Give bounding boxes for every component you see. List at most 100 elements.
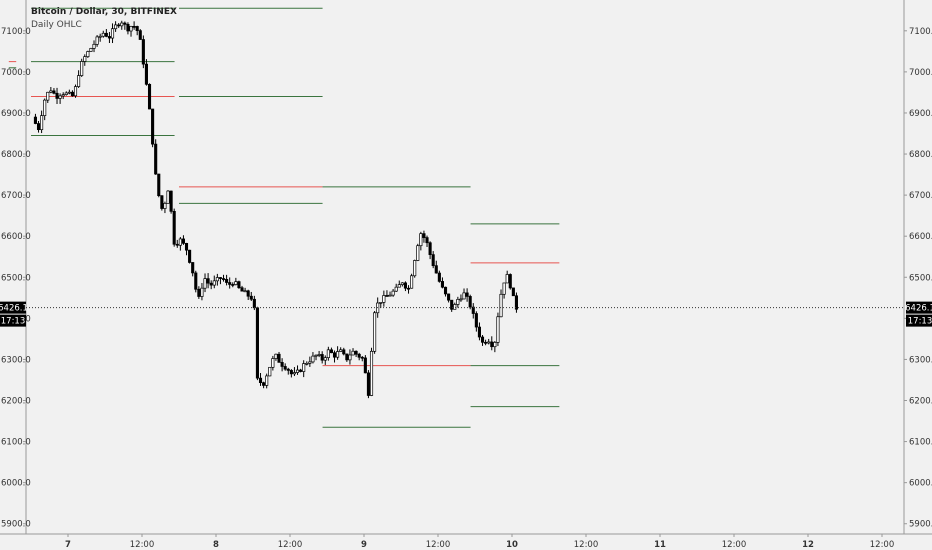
candle-body bbox=[197, 288, 201, 297]
candle-body bbox=[98, 35, 102, 38]
candle-body bbox=[493, 342, 497, 348]
candle-body bbox=[348, 354, 352, 361]
y-tick-label-left: 7100.0 bbox=[1, 27, 31, 37]
y-tick-label-left: 6100.0 bbox=[1, 438, 31, 448]
price-badge-left: 6426.1 bbox=[0, 304, 28, 314]
candle-body bbox=[336, 351, 340, 358]
candle-body bbox=[237, 281, 241, 289]
candle-body bbox=[212, 280, 216, 286]
candle-body bbox=[114, 24, 118, 30]
price-badge-right: 6426.1 bbox=[905, 304, 932, 314]
candle-body bbox=[184, 242, 189, 251]
candle-body bbox=[431, 254, 435, 267]
x-tick-label: 12:00 bbox=[574, 540, 599, 550]
candle-body bbox=[511, 287, 515, 297]
candle-body bbox=[95, 36, 99, 45]
candle-body bbox=[329, 349, 333, 354]
candle-body bbox=[280, 362, 284, 367]
candle-body bbox=[135, 26, 139, 31]
candle-body bbox=[123, 22, 127, 25]
candle-body bbox=[410, 275, 414, 289]
candle-body bbox=[154, 143, 158, 175]
candle-body bbox=[499, 293, 503, 318]
candle-body bbox=[434, 265, 438, 274]
candle-body bbox=[262, 382, 266, 386]
candle-body bbox=[188, 249, 192, 263]
candle-body bbox=[249, 295, 253, 300]
y-tick-label-left: 6600.0 bbox=[1, 232, 31, 242]
candle-body bbox=[83, 56, 87, 62]
candle-body bbox=[416, 245, 420, 261]
candle-body bbox=[326, 349, 330, 358]
candle-body bbox=[422, 233, 426, 238]
candle-body bbox=[453, 304, 457, 310]
y-tick-label-left: 6000.0 bbox=[1, 479, 31, 489]
candle-body bbox=[258, 377, 263, 384]
candle-body bbox=[459, 298, 463, 301]
candle-body bbox=[40, 115, 44, 131]
candle-body bbox=[67, 91, 71, 94]
candle-body bbox=[271, 358, 275, 368]
candle-body bbox=[305, 363, 309, 365]
candle-body bbox=[55, 92, 59, 99]
y-tick-label-left: 6900.0 bbox=[1, 109, 31, 119]
candle-body bbox=[157, 173, 161, 197]
candle-body bbox=[163, 202, 167, 209]
y-tick-label-left: 6200.0 bbox=[1, 397, 31, 407]
candle-body bbox=[505, 274, 509, 284]
candle-body bbox=[496, 316, 500, 343]
candle-body bbox=[80, 61, 84, 76]
candle-body bbox=[89, 48, 93, 52]
time-badge-left: 17:13 bbox=[1, 317, 26, 327]
y-tick-label-right: 6300.0 bbox=[909, 355, 932, 365]
candle-body bbox=[160, 195, 164, 209]
candle-body bbox=[194, 272, 198, 290]
candle-body bbox=[456, 299, 460, 305]
candle-body bbox=[447, 293, 451, 301]
candle-body bbox=[440, 281, 444, 288]
y-tick-label-right: 7000.0 bbox=[909, 68, 932, 78]
candle-body bbox=[357, 353, 361, 358]
candle-body bbox=[508, 274, 512, 289]
candle-body bbox=[332, 352, 337, 358]
candle-body bbox=[354, 350, 358, 355]
y-tick-label-right: 6800.0 bbox=[909, 150, 932, 160]
candle-body bbox=[403, 282, 407, 289]
candle-body bbox=[92, 43, 96, 49]
candle-body bbox=[342, 349, 346, 355]
y-tick-label-right: 6600.0 bbox=[909, 232, 932, 242]
x-tick-label: 10 bbox=[506, 540, 518, 550]
y-tick-label-right: 6000.0 bbox=[909, 479, 932, 489]
candle-body bbox=[295, 369, 300, 373]
candle-body bbox=[61, 94, 65, 97]
candle-body bbox=[289, 370, 293, 375]
candle-body bbox=[178, 238, 182, 246]
y-tick-label-left: 7000.0 bbox=[1, 68, 31, 78]
y-tick-label-right: 7100.0 bbox=[909, 27, 932, 37]
candle-body bbox=[240, 287, 244, 292]
candle-body bbox=[191, 262, 195, 274]
y-tick-label-right: 6700.0 bbox=[909, 191, 932, 201]
candle-body bbox=[221, 278, 226, 280]
candle-body bbox=[487, 341, 491, 344]
candle-body bbox=[274, 353, 278, 359]
candle-body bbox=[175, 243, 179, 246]
candle-body bbox=[366, 372, 370, 396]
y-tick-label-left: 6800.0 bbox=[1, 150, 31, 160]
candle-body bbox=[311, 355, 315, 363]
candle-body bbox=[363, 357, 367, 374]
candle-body bbox=[33, 116, 37, 124]
candle-body bbox=[394, 286, 398, 292]
candle-body bbox=[462, 292, 466, 300]
candle-body bbox=[373, 312, 377, 352]
y-tick-label-left: 6300.0 bbox=[1, 355, 31, 365]
y-tick-label-right: 6500.0 bbox=[909, 273, 932, 283]
candle-body bbox=[265, 375, 269, 386]
x-tick-label: 12:00 bbox=[130, 540, 155, 550]
time-badge-right-bg bbox=[906, 314, 932, 327]
candle-body bbox=[234, 281, 238, 285]
candle-body bbox=[360, 356, 364, 359]
candle-body bbox=[292, 372, 296, 375]
candle-body bbox=[243, 290, 247, 293]
